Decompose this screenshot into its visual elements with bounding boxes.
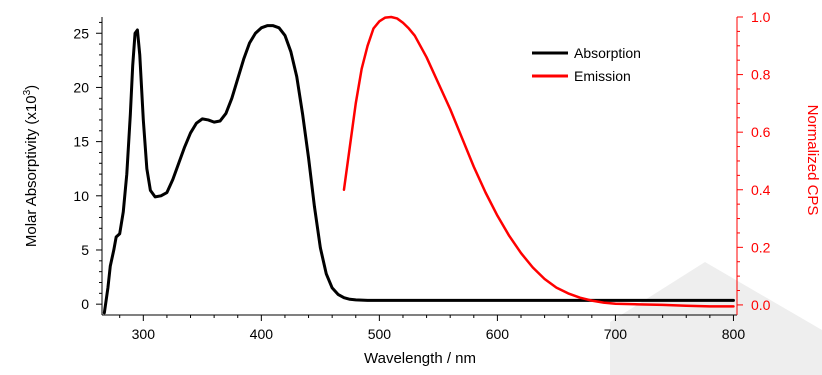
y-axis-left-title: Molar Absorptivity (x103) bbox=[22, 85, 40, 247]
y-right-tick-label: 1.0 bbox=[751, 9, 771, 25]
x-tick-label: 800 bbox=[722, 326, 746, 342]
y-right-tick-label: 0.6 bbox=[751, 124, 771, 140]
y-axis-left-title-base: Molar Absorptivity (x10 bbox=[23, 95, 40, 247]
y-left-tick-label: 15 bbox=[73, 134, 89, 150]
y-left-tick-label: 5 bbox=[81, 242, 89, 258]
legend-label-absorption: Absorption bbox=[574, 45, 641, 61]
background-shape bbox=[610, 262, 822, 375]
y-axis-left-title-close: ) bbox=[23, 85, 40, 90]
x-axis-title: Wavelength / nm bbox=[364, 350, 476, 367]
y-axis-right-title: Normalized CPS bbox=[804, 105, 821, 216]
right-axis-ticks: 0.0 0.2 0.4 0.6 0.8 1.0 bbox=[737, 9, 771, 313]
y-right-tick-label: 0.8 bbox=[751, 67, 771, 83]
x-axis-ticks: 300 400 500 600 700 800 bbox=[119, 315, 746, 342]
x-tick-label: 300 bbox=[132, 326, 156, 342]
x-tick-label: 400 bbox=[250, 326, 274, 342]
series-line-absorption bbox=[102, 24, 735, 315]
y-left-tick-label: 0 bbox=[81, 296, 89, 312]
legend: Absorption Emission bbox=[532, 45, 641, 84]
legend-label-emission: Emission bbox=[574, 68, 631, 84]
y-right-tick-label: 0.4 bbox=[751, 182, 771, 198]
y-right-tick-label: 0.2 bbox=[751, 239, 771, 255]
y-left-tick-label: 20 bbox=[73, 79, 89, 95]
left-axis-ticks: 0 5 10 15 20 25 bbox=[73, 21, 102, 312]
x-tick-label: 500 bbox=[368, 326, 392, 342]
y-right-tick-label: 0.0 bbox=[751, 297, 771, 313]
series-line-emission bbox=[342, 15, 735, 308]
x-tick-label: 600 bbox=[486, 326, 510, 342]
y-axis-left-title-exp: 3 bbox=[22, 89, 33, 95]
y-left-tick-label: 25 bbox=[73, 25, 89, 41]
y-left-tick-label: 10 bbox=[73, 188, 89, 204]
x-tick-label: 700 bbox=[604, 326, 628, 342]
